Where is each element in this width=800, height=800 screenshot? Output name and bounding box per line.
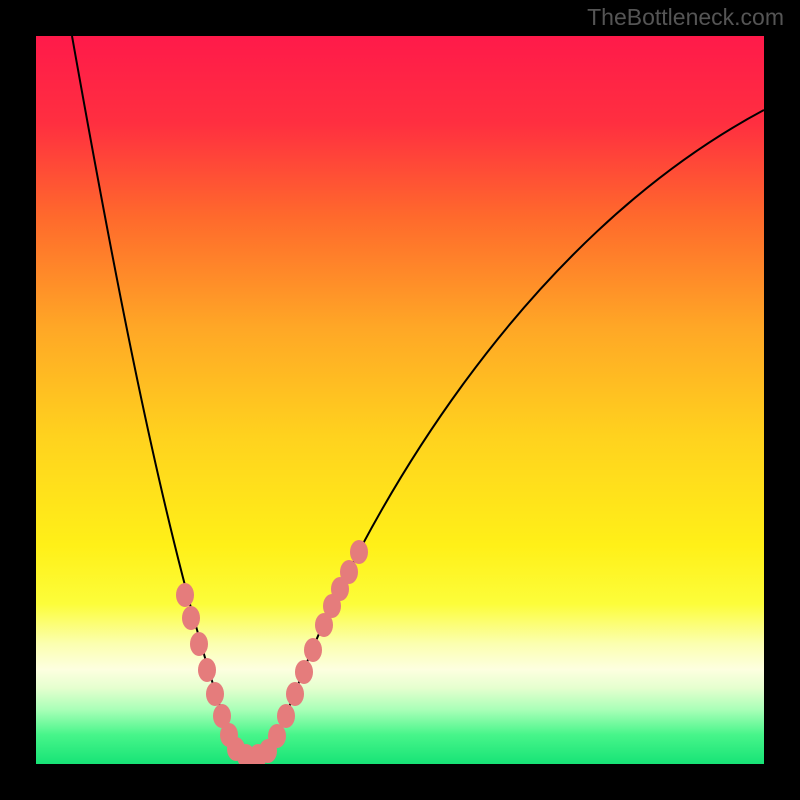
bottleneck-chart [0, 0, 800, 800]
curve-marker [268, 724, 286, 748]
plot-background-gradient [36, 36, 764, 764]
curve-marker [295, 660, 313, 684]
curve-marker [176, 583, 194, 607]
curve-marker [190, 632, 208, 656]
curve-marker [350, 540, 368, 564]
curve-marker [286, 682, 304, 706]
curve-marker [277, 704, 295, 728]
source-watermark: TheBottleneck.com [587, 4, 784, 31]
curve-marker [198, 658, 216, 682]
curve-marker [340, 560, 358, 584]
curve-marker [182, 606, 200, 630]
curve-marker [206, 682, 224, 706]
chart-container: TheBottleneck.com [0, 0, 800, 800]
curve-marker [304, 638, 322, 662]
